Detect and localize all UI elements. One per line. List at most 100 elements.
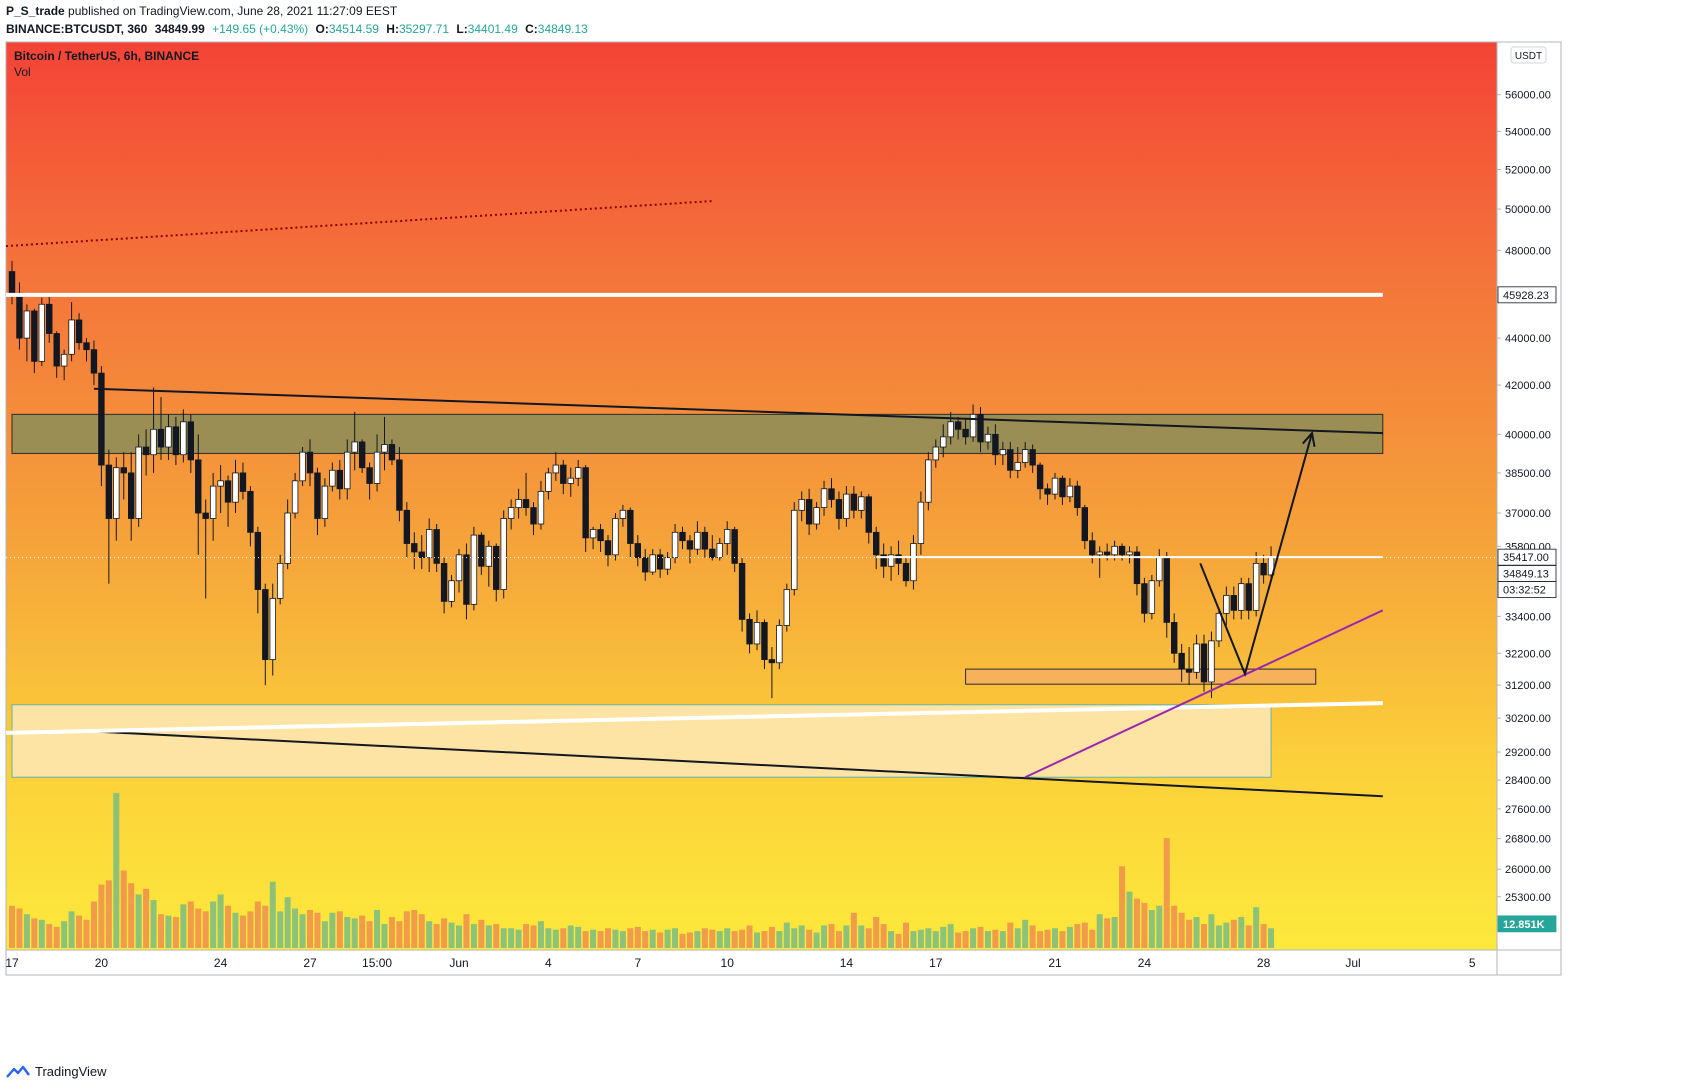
candle-up [485,545,492,567]
volume-bar [761,931,768,948]
candle-down [850,493,858,511]
volume-bar [1037,931,1044,948]
candle-up [567,477,574,484]
candle-down [314,472,321,519]
volume-bar [977,926,984,948]
trendline-upper-descending-resistance[interactable] [93,387,1383,435]
candle-down [686,540,694,550]
volume-bar [657,932,664,948]
volume-bar [68,911,75,948]
candle-down [1044,488,1051,495]
candle-up [291,480,299,514]
open-value: 34514.59 [328,22,379,36]
tradingview-footer[interactable]: TradingView [6,1064,107,1079]
price-chart[interactable]: 56000.00 54000.00 52000.00 50000.00 48000.00… [0,40,1694,1060]
candle-down [828,488,835,500]
candle-down [1059,477,1066,498]
candle-down [90,349,98,374]
price-axis-background [1497,42,1561,950]
volume-bar [515,929,522,948]
currency-badge-box[interactable] [1510,46,1547,64]
candle-down [388,444,396,461]
volume-bar [105,880,112,948]
open-label: O: [315,22,329,36]
time-axis[interactable]: 17 20 24 27 15:00 Jun 4 7 10 14 17 21 24 28 Jul 5 [5,956,1476,970]
candle-down [127,472,135,519]
candle-down [1133,551,1141,585]
candle-down [366,467,373,484]
low-label: L: [456,22,468,36]
price-axis[interactable]: 56000.00 54000.00 52000.00 50000.00 48000.00… [1497,90,1557,933]
volume-bar [195,908,202,948]
candle-up [150,428,157,456]
candle-down [1163,557,1170,623]
volume-bar [83,919,90,948]
zone-resistance-zone[interactable] [11,413,1384,454]
volume-bar [679,933,686,948]
volume-bar [754,932,760,948]
price-label-box [1497,915,1557,933]
volume-bar [798,925,805,948]
volume-bar [277,911,284,948]
volume-bar [441,918,448,948]
price-tick-label: 37000.00 [1505,508,1551,520]
zone-support-zone[interactable] [11,704,1272,778]
candle-down [418,551,425,559]
volume-bar [239,915,246,948]
volume-bar [470,924,477,948]
candle-up [351,441,358,453]
volume-bar [329,912,336,948]
volume-bar [932,931,939,948]
trendline-lower-descending-support[interactable] [93,730,1383,798]
candle-up [1193,643,1200,673]
candle-down [202,512,209,519]
drawings-layer [5,200,1497,798]
volume-bar [307,909,313,948]
close-label: C: [525,22,538,36]
price-label: 03:32:52 [1503,585,1546,597]
volume-bar [225,905,232,948]
volume-bar [1178,912,1185,948]
candle-up [217,480,224,487]
volume-bar [321,921,328,948]
volume-bar [888,931,895,948]
candle-down [873,531,880,556]
candle-down [597,529,604,542]
volume-bar [1215,925,1222,948]
candle-up [1238,583,1245,611]
time-tick-label: 14 [840,956,854,970]
price-tick-label: 27600.00 [1505,804,1551,816]
tradingview-brand: TradingView [35,1064,107,1079]
candle-up [269,597,276,660]
candle-down [1200,643,1208,683]
volume-bar [76,915,83,948]
volume-bar [694,931,701,948]
price-tick-label: 42000.00 [1505,380,1551,392]
volume-bar [560,928,567,948]
candle-up [209,485,217,519]
candle-down [493,545,500,590]
zone-small-demand-box[interactable] [965,668,1317,685]
candle-up [969,413,977,438]
trendline-ascending-support-white[interactable] [5,701,1383,735]
volume-bar [701,928,708,948]
trendline-purple-ascending-trend[interactable] [1024,609,1384,779]
candle-up [373,451,381,484]
volume-bar [1253,907,1260,948]
volume-bar [1268,928,1275,948]
volume-bar [880,924,887,948]
candle-up [38,303,45,362]
candle-up [716,543,723,559]
volume-bar [1081,922,1088,948]
candle-up [455,554,463,582]
projection-path[interactable] [1199,432,1313,677]
author-name[interactable]: P_S_trade [6,4,65,18]
volume-bar [597,931,604,948]
volume-bar [1044,929,1051,948]
candle-down [440,562,448,602]
volume-bar [1245,925,1252,948]
candle-down [1178,652,1185,670]
candle-down [1171,622,1178,654]
volume-bar [917,929,924,948]
candle-down [105,464,113,519]
